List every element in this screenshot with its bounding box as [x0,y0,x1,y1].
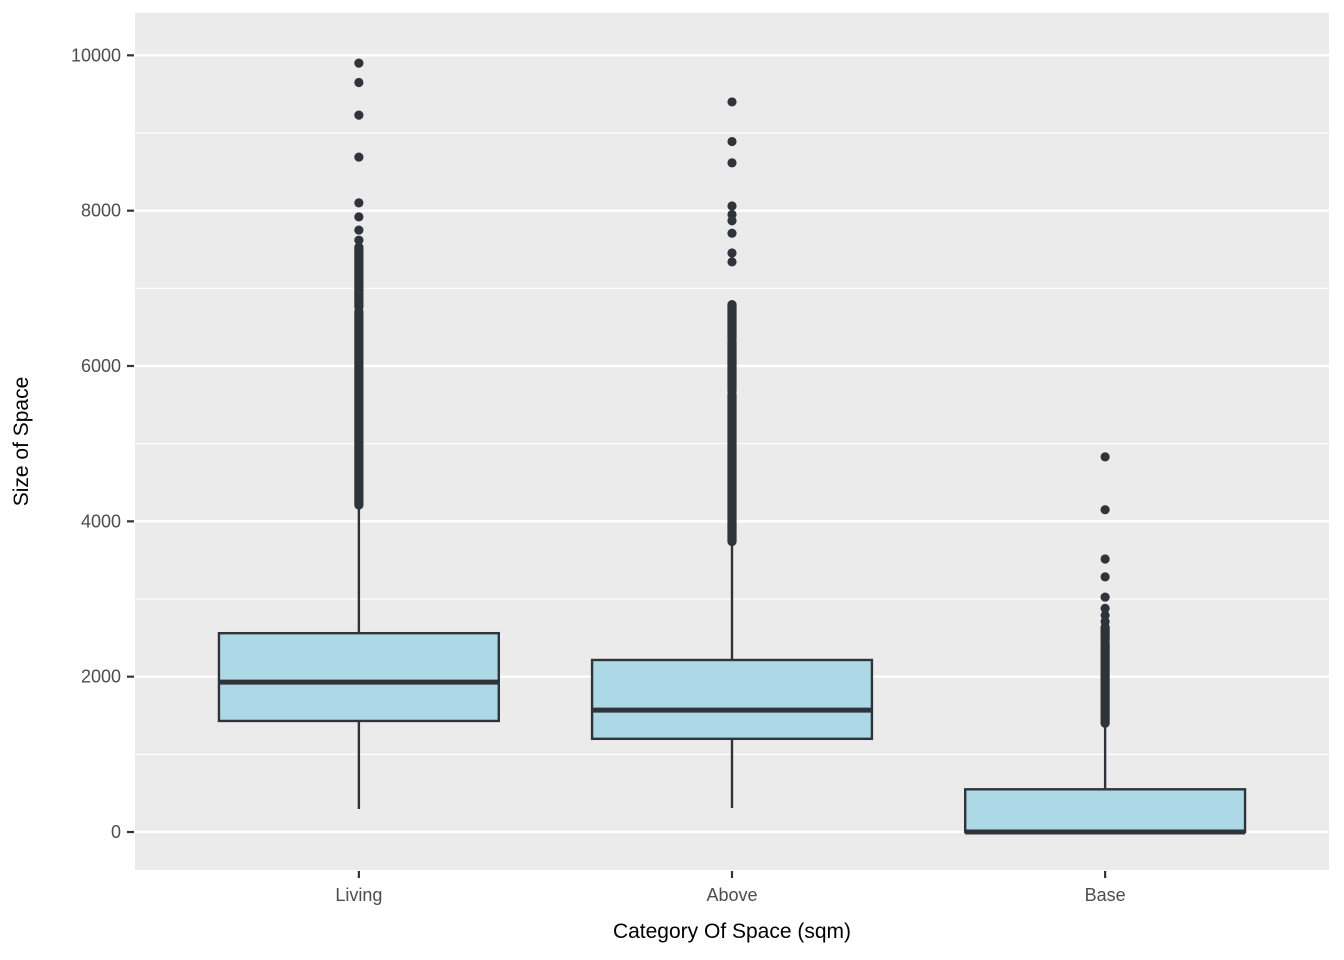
y-tick-label: 4000 [81,511,121,531]
iqr-box [217,631,500,723]
outlier-dense-column [1100,622,1110,645]
x-axis-ticks [357,871,1107,878]
outlier-dot [727,158,737,168]
x-tick-label: Living [335,885,382,905]
outlier-dot [1100,554,1110,564]
y-tick-label: 6000 [81,356,121,376]
x-axis-tick-labels: Living Above Base [335,885,1125,905]
outlier-dense-column [354,242,364,312]
boxplot-base [964,452,1247,835]
outlier-dot [354,77,364,88]
outlier-dense-column [354,307,364,510]
outlier-dot [1100,610,1110,620]
outlier-dot [727,248,737,258]
outlier-dense-column [727,389,737,547]
boxplot-living [217,58,500,810]
y-axis-ticks [127,54,134,834]
outlier-dot [354,58,364,68]
x-tick-label: Base [1085,885,1126,905]
y-tick-label: 10000 [71,45,121,65]
boxplots [217,58,1247,835]
outlier-dot [354,225,364,235]
outlier-dot [354,212,364,222]
outlier-dense-column [727,300,737,343]
y-tick-label: 0 [111,822,121,842]
x-tick-label: Above [706,885,757,905]
outlier-dot [1100,452,1110,462]
outlier-dot [1100,603,1110,613]
iqr-box [590,658,874,741]
outlier-dot [727,97,737,107]
outlier-dot [727,201,737,211]
outlier-dot [1100,505,1110,515]
y-tick-label: 2000 [81,667,121,687]
x-axis-title: Category Of Space (sqm) [613,920,851,943]
outlier-dot [1100,592,1110,602]
outlier-dot [354,198,364,208]
outlier-dot [727,136,737,147]
outlier-dot [1100,572,1110,582]
boxplot-above [590,97,874,809]
outlier-dot [354,110,364,120]
outlier-dot [354,152,364,162]
outlier-dot [354,235,364,245]
y-axis-title: Size of Space [10,377,33,507]
iqr-box [964,788,1247,834]
outlier-dense-column [1100,637,1110,728]
y-axis-tick-labels: 0 2000 4000 6000 8000 10000 [71,45,121,842]
outlier-dot [727,257,737,267]
outlier-dot [727,228,737,238]
outlier-dot [727,209,737,220]
outlier-dense-column [727,335,737,396]
y-tick-label: 8000 [81,201,121,221]
